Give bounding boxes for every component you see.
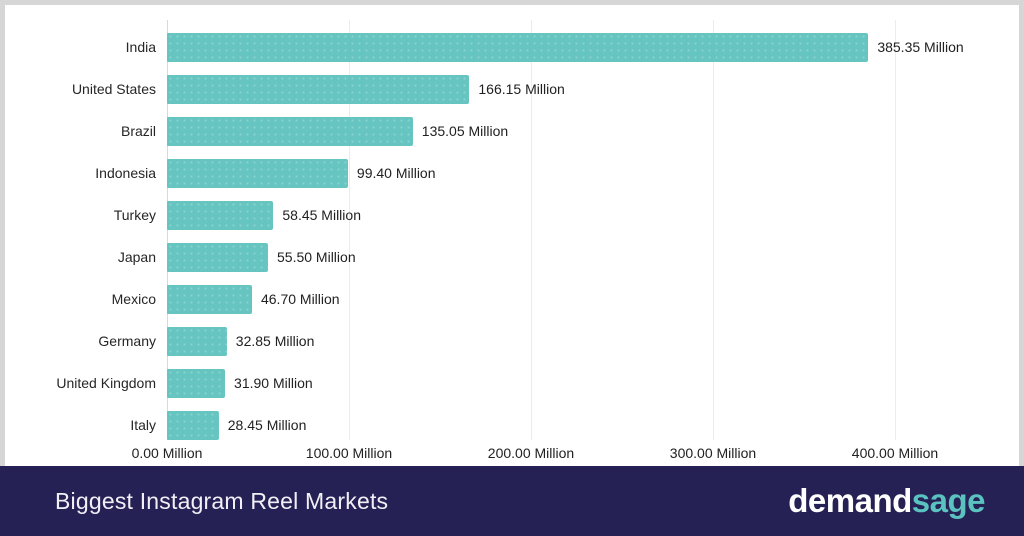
bar-track: 28.45 Million <box>167 404 1019 446</box>
bar <box>167 158 348 188</box>
bar-row: Mexico 46.70 Million <box>5 278 1019 320</box>
value-label: 99.40 Million <box>356 165 436 181</box>
x-axis-tick-label: 400.00 Million <box>851 445 939 461</box>
bar-track: 166.15 Million <box>167 68 1019 110</box>
bar-track: 32.85 Million <box>167 320 1019 362</box>
value-label: 58.45 Million <box>282 207 361 223</box>
bar-row: United States 166.15 Million <box>5 68 1019 110</box>
chart-title: Biggest Instagram Reel Markets <box>55 487 389 514</box>
x-axis-tick-label: 300.00 Million <box>669 445 757 461</box>
value-label: 32.85 Million <box>235 333 315 349</box>
bar <box>167 242 268 272</box>
bar-track: 55.50 Million <box>167 236 1019 278</box>
bar-row: Brazil 135.05 Million <box>5 110 1019 152</box>
bar-rows: India 385.35 Million United States 166.15 M… <box>5 26 1019 446</box>
category-label: United States <box>71 81 156 97</box>
bar-track: 31.90 Million <box>167 362 1019 404</box>
chart-card: India 385.35 Million United States 166.15 M… <box>5 5 1019 466</box>
bar-row: Turkey 58.45 Million <box>5 194 1019 236</box>
bar-row: Indonesia 99.40 Million <box>5 152 1019 194</box>
footer-bar: Biggest Instagram Reel Markets demandsag… <box>0 466 1024 536</box>
bar-track: 385.35 Million <box>167 26 1019 68</box>
x-axis-tick-label: 0.00 Million <box>131 445 203 461</box>
bar-track: 99.40 Million <box>167 152 1019 194</box>
category-label: Brazil <box>120 123 156 139</box>
bar <box>167 410 219 440</box>
value-label: 46.70 Million <box>260 291 340 307</box>
demandsage-logo: demandsage <box>788 482 985 520</box>
bar <box>167 326 227 356</box>
category-label: United Kingdom <box>56 375 156 391</box>
x-axis-tick-label: 100.00 Million <box>305 445 393 461</box>
category-label: Germany <box>98 333 156 349</box>
gridline <box>531 20 532 440</box>
bar <box>167 284 252 314</box>
bar-row: Germany 32.85 Million <box>5 320 1019 362</box>
category-label: India <box>125 39 156 55</box>
category-label: Indonesia <box>95 165 156 181</box>
bar-row: Japan 55.50 Million <box>5 236 1019 278</box>
value-label: 31.90 Million <box>234 375 313 391</box>
bar <box>167 368 226 398</box>
gridline <box>895 20 896 440</box>
y-axis-line <box>167 20 168 440</box>
bar-row: India 385.35 Million <box>5 26 1019 68</box>
value-label: 135.05 Million <box>421 123 509 139</box>
bar-track: 135.05 Million <box>167 110 1019 152</box>
category-label: Turkey <box>113 207 156 223</box>
gridline <box>713 20 714 440</box>
bar-row: United Kingdom 31.90 Million <box>5 362 1019 404</box>
bar <box>167 74 470 104</box>
bar <box>167 200 274 230</box>
category-label: Italy <box>130 417 156 433</box>
x-axis-tick-label: 200.00 Million <box>487 445 575 461</box>
value-label: 28.45 Million <box>227 417 307 433</box>
bar-track: 46.70 Million <box>167 278 1019 320</box>
bar <box>167 116 413 146</box>
value-label: 166.15 Million <box>478 81 565 97</box>
value-label: 385.35 Million <box>877 39 964 55</box>
category-label: Japan <box>117 249 156 265</box>
logo-text-demand: demand <box>788 482 912 519</box>
bar-row: Italy 28.45 Million <box>5 404 1019 446</box>
bar-chart: India 385.35 Million United States 166.15 M… <box>5 5 1019 466</box>
bar-track: 58.45 Million <box>167 194 1019 236</box>
logo-text-sage: sage <box>911 482 986 519</box>
gridline <box>349 20 350 440</box>
category-label: Mexico <box>111 291 156 307</box>
value-label: 55.50 Million <box>277 249 356 265</box>
bar <box>167 32 869 62</box>
